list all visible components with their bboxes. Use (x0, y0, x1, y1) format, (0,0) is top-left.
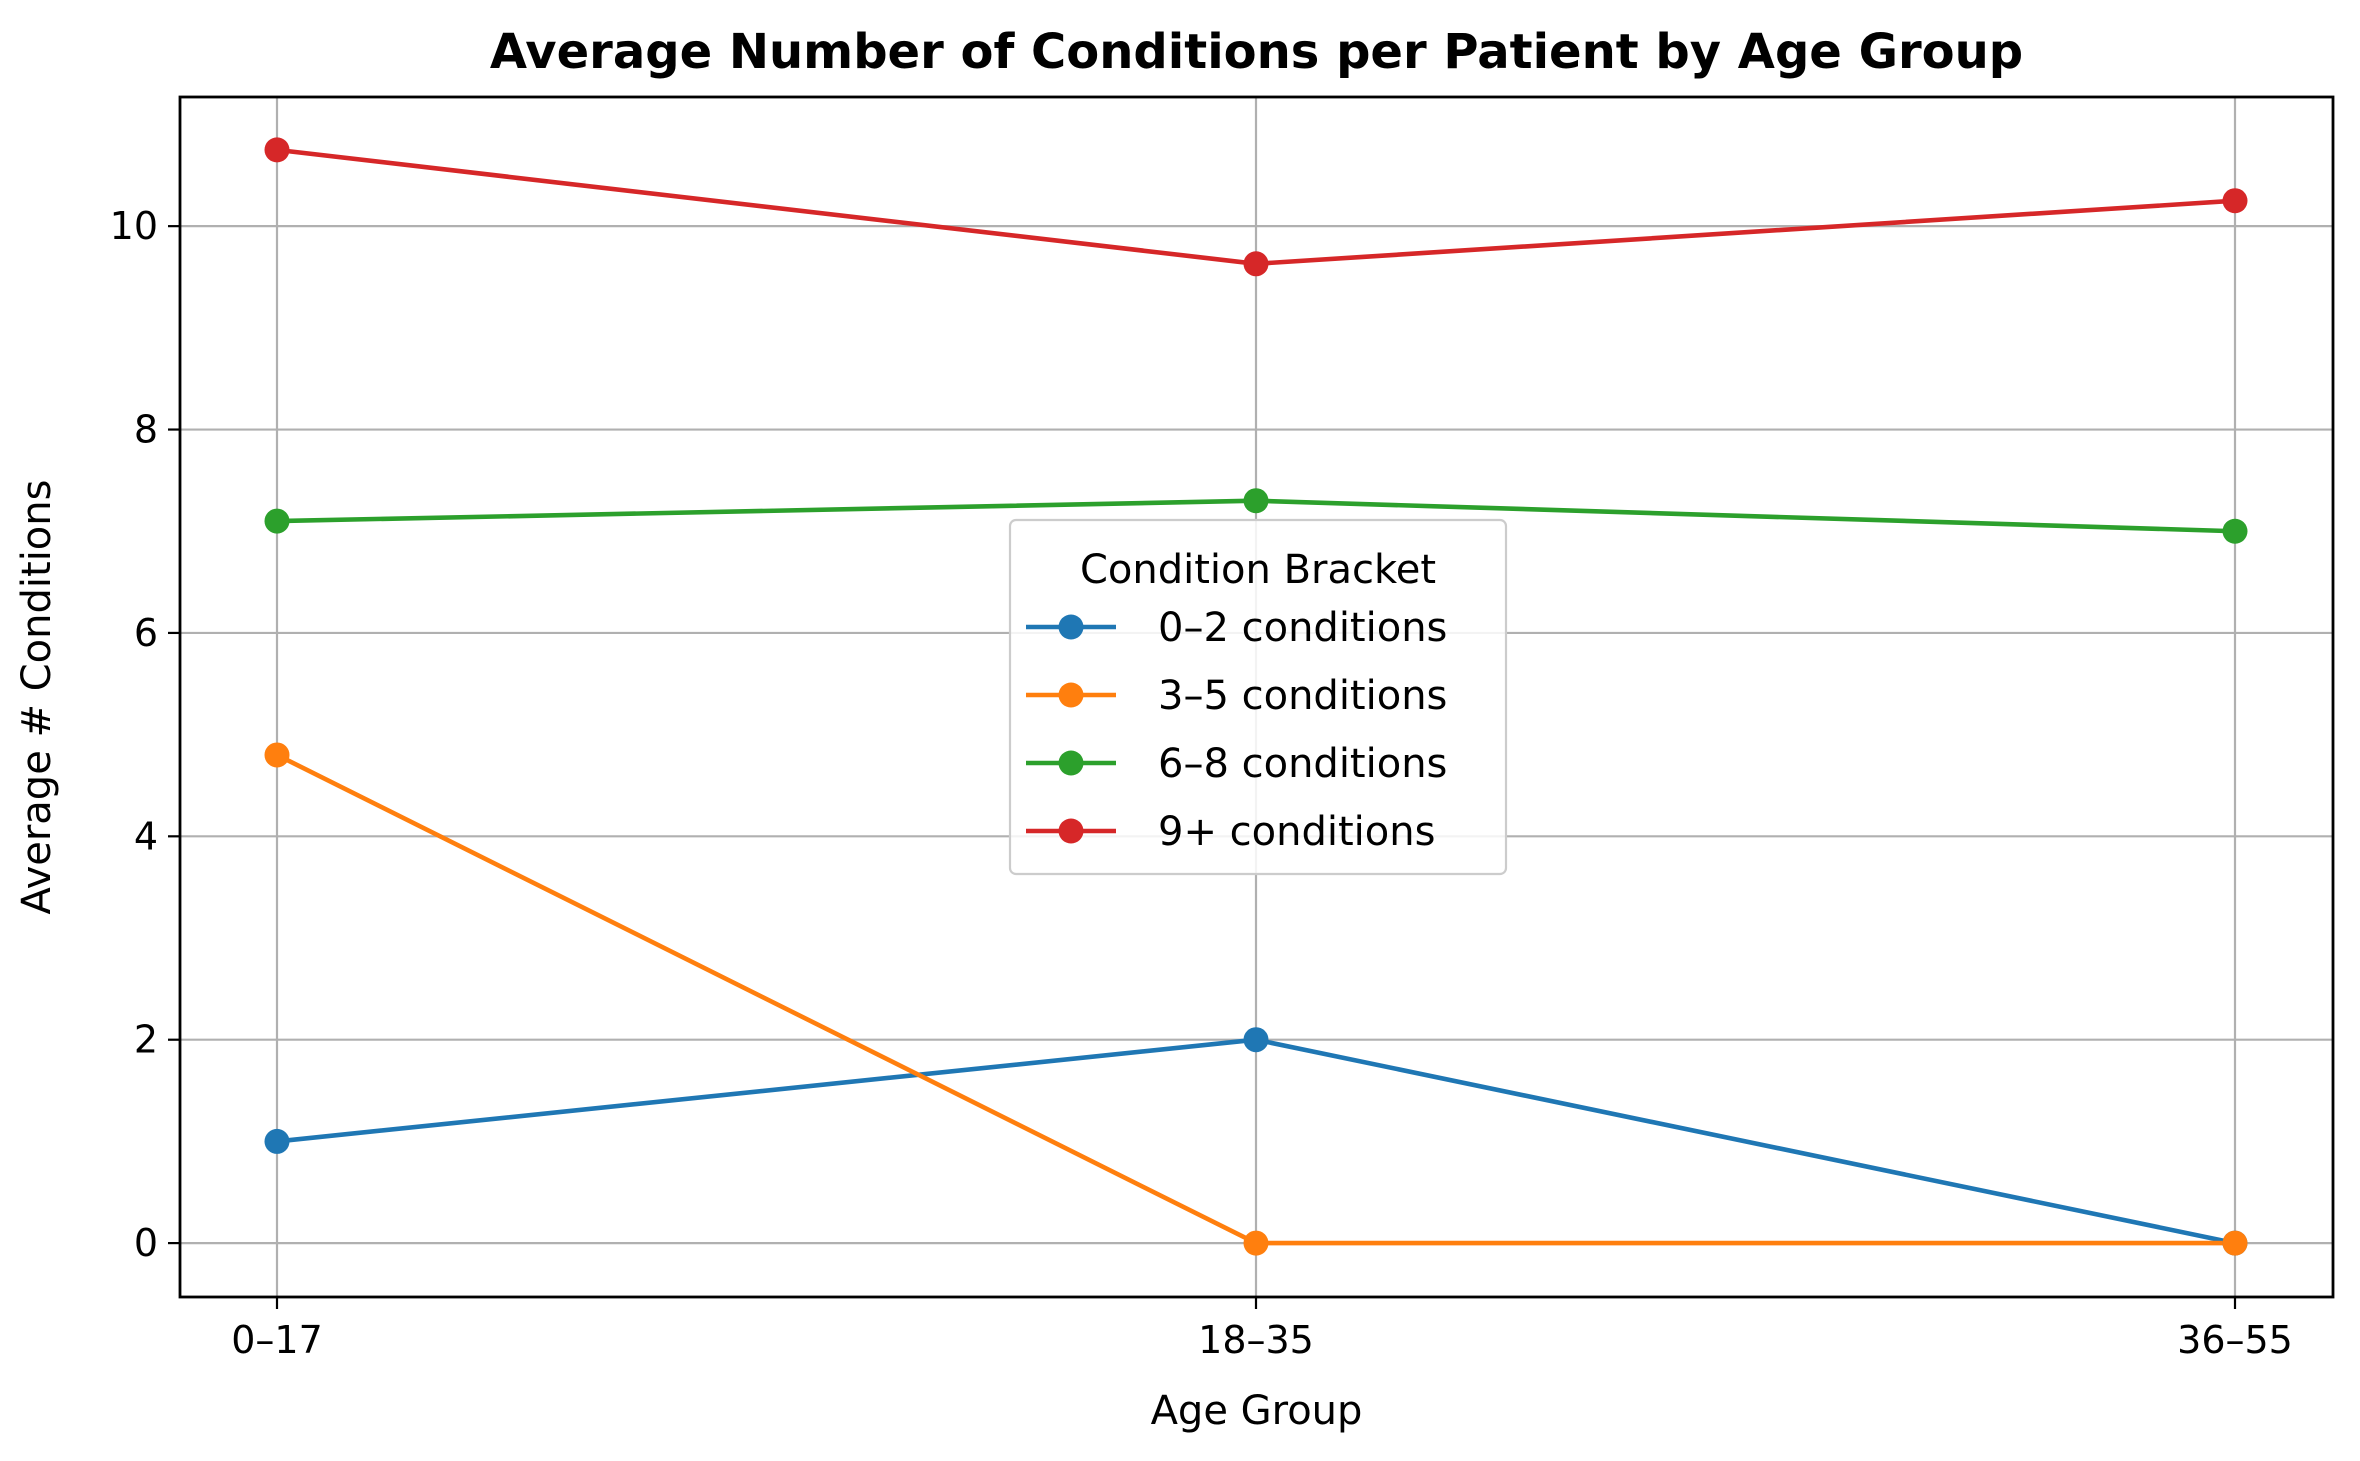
legend-swatch-marker (1058, 682, 1084, 708)
data-point (1243, 488, 1269, 514)
data-point (264, 137, 290, 163)
legend: Condition Bracket 0–2 conditions 3–5 cond… (1008, 518, 1508, 876)
data-point (2222, 188, 2248, 214)
axis-ticks: 0–17 18–35 36–55 0 2 4 6 8 10 (110, 204, 2293, 1362)
data-point (1243, 1027, 1269, 1053)
y-tick-label: 8 (134, 408, 158, 452)
y-tick-label: 10 (110, 204, 158, 248)
legend-swatch-marker (1058, 614, 1084, 640)
x-tick-label: 36–55 (2177, 1318, 2293, 1362)
x-axis-label: Age Group (1151, 1388, 1363, 1434)
legend-title: Condition Bracket (1080, 547, 1436, 593)
data-point (2222, 1230, 2248, 1256)
y-tick-label: 2 (134, 1018, 158, 1062)
x-tick-label: 18–35 (1198, 1318, 1314, 1362)
legend-box (1008, 518, 1508, 876)
x-tick-label: 0–17 (231, 1318, 323, 1362)
legend-swatch-marker (1058, 750, 1084, 776)
legend-label: 0–2 conditions (1158, 605, 1447, 651)
data-point (2222, 518, 2248, 544)
legend-entries: 0–2 conditions 3–5 conditions 6–8 conditio… (1026, 605, 1447, 855)
chart-title: Average Number of Conditions per Patient… (490, 24, 2023, 80)
legend-label: 6–8 conditions (1158, 741, 1447, 787)
data-point (1243, 1230, 1269, 1256)
data-point (264, 742, 290, 768)
data-point (264, 508, 290, 534)
legend-label: 9+ conditions (1158, 809, 1435, 855)
y-axis-label: Average # Conditions (14, 480, 60, 915)
legend-swatch-marker (1058, 818, 1084, 844)
data-point (1243, 251, 1269, 277)
y-tick-label: 0 (134, 1221, 158, 1265)
y-tick-label: 6 (134, 611, 158, 655)
series-layer (264, 137, 2248, 1256)
y-tick-label: 4 (134, 814, 158, 858)
legend-label: 3–5 conditions (1158, 673, 1447, 719)
data-point (264, 1128, 290, 1154)
